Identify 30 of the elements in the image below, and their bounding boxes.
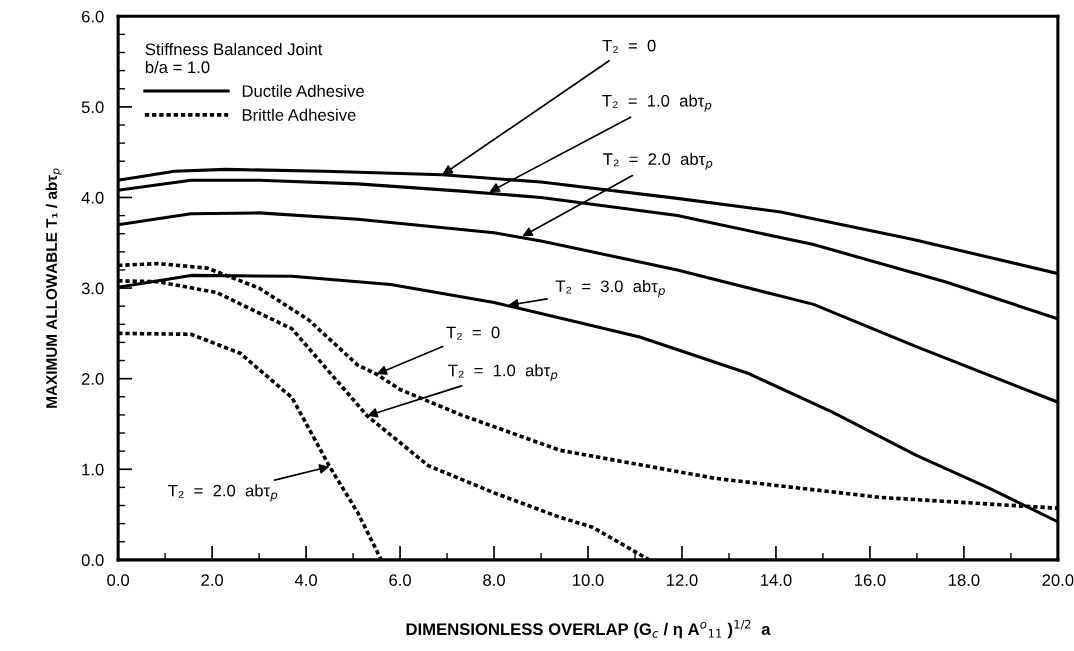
annotation: T₂ = 3.0 abτ$_{p}$ bbox=[555, 279, 665, 298]
x-tick-label: 2.0 bbox=[201, 574, 224, 586]
x-tick-label: 0.0 bbox=[107, 574, 130, 586]
x-tick-label: 18.0 bbox=[948, 574, 980, 586]
y-tick-label: 6.0 bbox=[81, 10, 104, 23]
legend-label: Ductile Adhesive bbox=[242, 84, 364, 98]
x-tick-label: 14.0 bbox=[761, 574, 792, 586]
annotation: T₂ = 1.0 abτ$_{p}$ bbox=[602, 94, 712, 112]
x-tick-label: 12.0 bbox=[667, 574, 698, 586]
y-tick-label: 5.0 bbox=[81, 101, 104, 114]
x-tick-label: 20.0 bbox=[1042, 574, 1074, 586]
x-tick-label: 8.0 bbox=[483, 574, 505, 586]
annotation: T₂ = 0 bbox=[602, 39, 656, 53]
x-axis-title: DIMENSIONLESS OVERLAP (G$_{c}$ / η A$^{o}$$_{11}$ )$^{1/2}$ a bbox=[406, 619, 771, 639]
y-tick-label: 2.0 bbox=[81, 373, 104, 385]
annotation: T₂ = 1.0 abτ$_{p}$ bbox=[448, 364, 558, 382]
y-axis-title: MAXIMUM ALLOWABLE T₁ / abτ$_{p}$ bbox=[45, 168, 62, 408]
annotation: T₂ = 2.0 abτ$_{p}$ bbox=[168, 484, 278, 502]
annotation: T₂ = 2.0 abτ$_{p}$ bbox=[603, 152, 713, 170]
x-tick-label: 10.0 bbox=[573, 574, 604, 586]
legend-label: Brittle Adhesive bbox=[242, 108, 356, 121]
y-tick-label: 4.0 bbox=[81, 191, 104, 204]
y-tick-label: 0.0 bbox=[81, 554, 104, 567]
x-tick-label: 4.0 bbox=[294, 574, 318, 586]
x-tick-label: 6.0 bbox=[389, 574, 411, 586]
annotation: T₂ = 0 bbox=[446, 326, 500, 340]
y-tick-label: 1.0 bbox=[82, 463, 104, 476]
y-tick-label: 3.0 bbox=[81, 282, 104, 295]
x-tick-label: 16.0 bbox=[854, 574, 886, 586]
legend-title: Stiffness Balanced Joint b/a = 1.0 bbox=[145, 42, 323, 74]
